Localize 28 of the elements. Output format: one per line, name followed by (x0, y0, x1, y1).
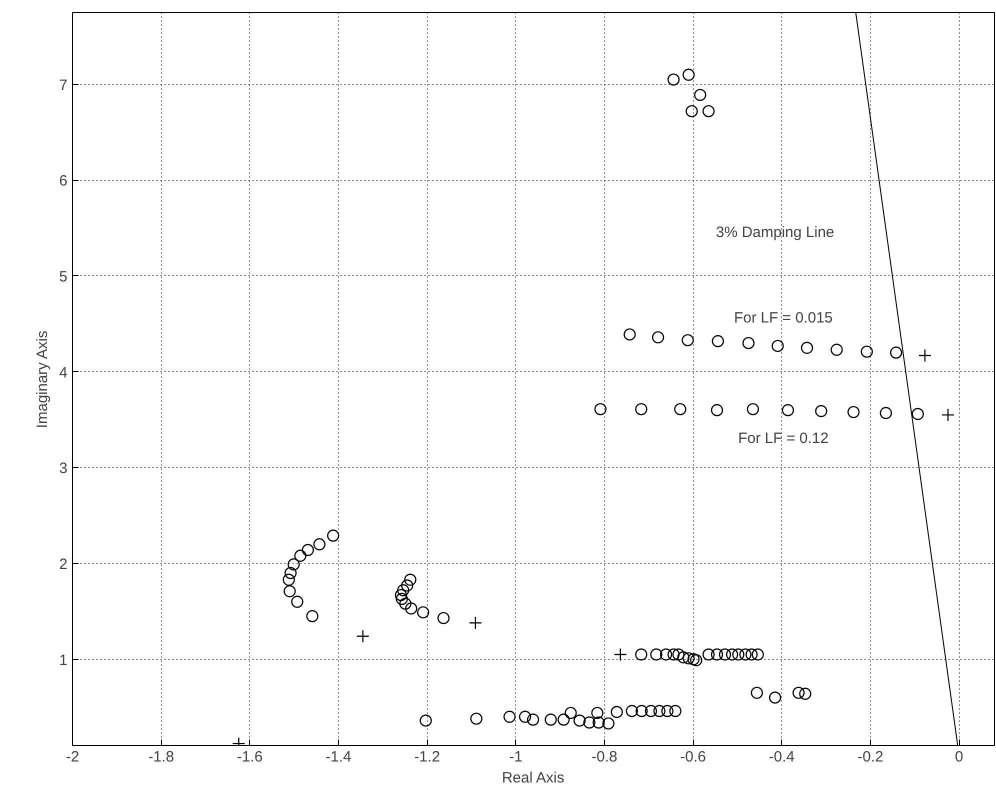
y-tick-label: 4 (59, 364, 68, 382)
x-tick-label: -1.6 (236, 748, 263, 766)
x-tick-label: 0 (954, 748, 964, 766)
annotation: For LF = 0.12 (738, 430, 829, 447)
y-tick-label: 3 (59, 460, 68, 478)
x-tick-label: -1.2 (414, 748, 440, 766)
x-tick-label: -0.6 (680, 748, 706, 766)
x-tick-label: -1.8 (148, 748, 174, 766)
point (356, 630, 370, 643)
point (941, 408, 955, 422)
y-axis-title: Imaginary Axis (34, 330, 52, 428)
annotation: 3% Damping Line (716, 224, 834, 241)
y-tick-label: 6 (59, 172, 68, 190)
point (468, 616, 482, 630)
y-tick-label: 1 (59, 652, 68, 669)
x-tick-label: -0.4 (768, 748, 795, 766)
x-tick-label: -0.8 (592, 748, 618, 766)
x-tick-label: -2 (66, 748, 80, 766)
x-axis-title: Real Axis (502, 770, 564, 786)
annotation: For LF = 0.015 (734, 310, 833, 327)
x-tick-label: -1.4 (326, 748, 352, 766)
y-tick-label: 2 (59, 556, 68, 573)
x-tick-label: -0.2 (857, 748, 884, 766)
point (918, 348, 932, 362)
y-tick-label: 7 (59, 76, 68, 94)
y-tick-label: 5 (59, 268, 68, 286)
x-tick-label: -1 (509, 748, 522, 766)
point (614, 648, 627, 662)
